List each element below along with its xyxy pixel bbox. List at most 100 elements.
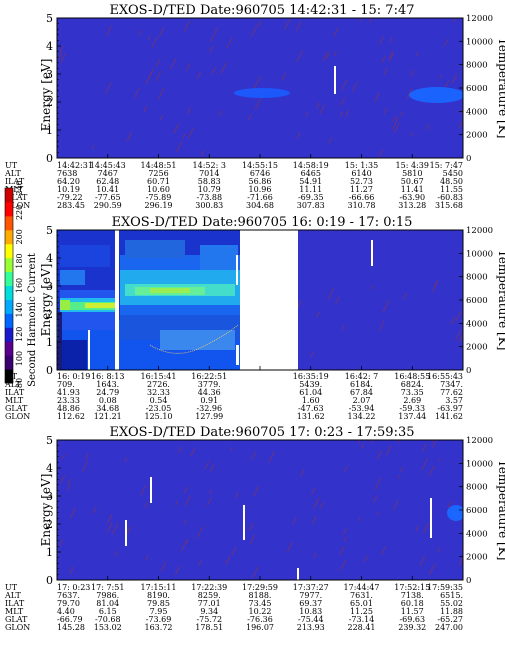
- table-cell: 2726.: [147, 380, 170, 389]
- noise-streak: [111, 523, 119, 535]
- table-cell: 112.62: [57, 412, 85, 421]
- noise-streak: [313, 552, 317, 558]
- noise-streak: [211, 67, 216, 75]
- noise-streak: [62, 454, 66, 460]
- y-tick-label: 3: [46, 68, 53, 81]
- table-cell: 310.78: [348, 201, 376, 210]
- table-cell: 0.08: [99, 396, 117, 405]
- noise-streak: [419, 556, 426, 566]
- table-row-label: MLT: [5, 185, 24, 194]
- colorbar-swatch: [5, 285, 13, 300]
- y2-tick-label: 4000: [466, 319, 488, 329]
- y-tick-label: 0: [46, 152, 53, 165]
- y-tick-label: 1: [46, 546, 53, 559]
- table-cell: 56.86: [249, 177, 272, 186]
- panel-2-ylabel: Energy [eV]: [39, 264, 53, 337]
- table-cell: 10.22: [249, 607, 272, 616]
- noise-streak: [170, 58, 177, 70]
- table-cell: 7467: [98, 169, 118, 178]
- table-cell: 7347.: [440, 380, 463, 389]
- noise-streak: [257, 20, 262, 27]
- table-cell: -63.97: [437, 404, 463, 413]
- noise-streak: [196, 526, 204, 539]
- noise-streak: [339, 111, 343, 117]
- table-cell: 7986.: [96, 591, 119, 600]
- table-cell: 54.91: [299, 177, 322, 186]
- table-cell: 7638: [57, 169, 77, 178]
- noise-streak: [451, 73, 458, 84]
- noise-streak: [371, 285, 374, 290]
- table-cell: 60.71: [147, 177, 170, 186]
- table-cell: -59.33: [399, 404, 425, 413]
- noise-streak: [416, 52, 419, 56]
- colorbar-swatch: [5, 229, 13, 245]
- noise-streak: [378, 36, 384, 46]
- noise-streak: [106, 522, 113, 533]
- noise-streak: [342, 528, 347, 536]
- table-cell: -71.66: [247, 193, 273, 202]
- noise-streak: [450, 316, 456, 325]
- noise-streak: [159, 114, 164, 121]
- noise-streak: [403, 293, 407, 300]
- noise-streak: [432, 440, 437, 448]
- noise-streak: [249, 534, 256, 544]
- noise-streak: [439, 74, 443, 79]
- table-cell: 153.02: [94, 623, 122, 632]
- noise-streak: [286, 541, 293, 553]
- y-tick-label: 1: [46, 124, 53, 137]
- noise-streak: [459, 333, 463, 342]
- noise-streak: [186, 107, 191, 115]
- table-cell: 315.68: [435, 201, 463, 210]
- table-cell: 290.59: [94, 201, 122, 210]
- noise-streak: [392, 117, 399, 130]
- noise-streak: [312, 516, 317, 524]
- noise-streak: [296, 132, 301, 139]
- table-cell: -75.72: [196, 615, 222, 624]
- table-cell: 8259.: [198, 591, 221, 600]
- table-cell: 134.22: [348, 412, 376, 421]
- noise-streak: [209, 489, 213, 494]
- y2-tick-label: 8000: [466, 61, 488, 71]
- table-cell: 6465: [301, 169, 321, 178]
- table-row-label: UT: [5, 161, 18, 170]
- y2-tick-label: 10000: [466, 249, 493, 259]
- panel-3-background: [57, 440, 463, 580]
- panel-1-y2label: Temperature [K]: [496, 38, 505, 139]
- table-cell: 15: 1:35: [345, 161, 378, 170]
- noise-streak: [85, 452, 89, 460]
- table-cell: 7.95: [150, 607, 168, 616]
- noise-streak: [296, 50, 303, 62]
- table-cell: 17:22:39: [191, 583, 227, 592]
- noise-streak: [340, 97, 346, 106]
- panel-3-y-axis: 0 1 2 3 4 5 0 2000 4000 6000 8000 10000 12000: [46, 434, 493, 587]
- noise-streak: [104, 82, 112, 95]
- table-cell: 6.15: [99, 607, 117, 616]
- y2-tick-label: 10000: [466, 37, 493, 47]
- table-cell: 7631.: [350, 591, 373, 600]
- panel-3-ylabel: Energy [eV]: [39, 474, 53, 547]
- table-cell: 41.93: [57, 388, 80, 397]
- table-cell: 11.41: [401, 185, 424, 194]
- noise-streak: [351, 82, 358, 92]
- table-cell: 125.10: [145, 412, 173, 421]
- noise-streak: [428, 563, 436, 576]
- table-cell: 15: 4:39: [396, 161, 429, 170]
- table-cell: 709.: [57, 380, 75, 389]
- colorbar: 80 100 120 140 160 180 200 220 240 Second Harmon…: [4, 180, 38, 388]
- noise-streak: [148, 35, 151, 40]
- table-cell: 307.83: [297, 201, 325, 210]
- noise-streak: [182, 133, 186, 139]
- colorbar-ticks: 80 100 120 140 160 180 200 220 240: [15, 180, 24, 388]
- panel-1-plot: [57, 18, 463, 158]
- noise-streak: [316, 311, 320, 318]
- panel-3-gap-3: [243, 505, 245, 540]
- colorbar-swatch: [5, 201, 13, 217]
- noise-streak: [374, 477, 382, 490]
- noise-streak: [377, 450, 382, 459]
- noise-streak: [316, 102, 321, 109]
- panel-1-noise: [58, 18, 463, 158]
- table-row-label: GLON: [5, 623, 30, 632]
- table-cell: 239.32: [398, 623, 426, 632]
- noise-streak: [210, 30, 217, 43]
